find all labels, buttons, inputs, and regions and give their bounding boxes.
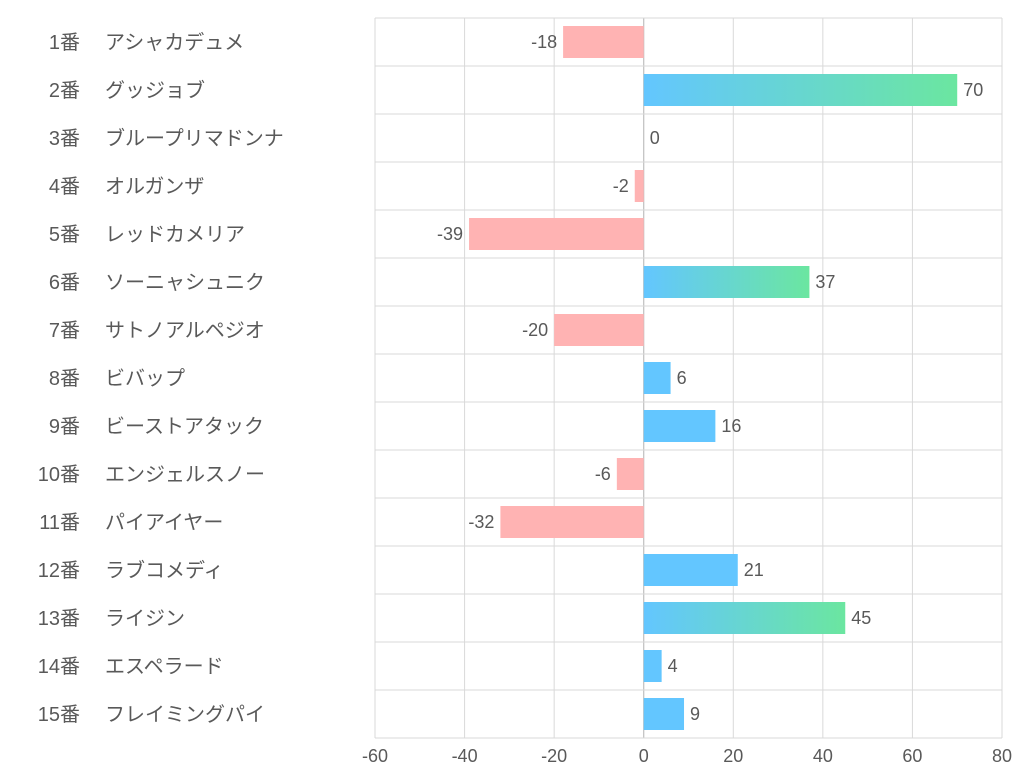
x-axis-tick-label: -60 bbox=[362, 746, 388, 766]
row-number-label: 6番 bbox=[49, 271, 80, 294]
row-name-label: ラブコメディ bbox=[105, 558, 224, 582]
x-axis-tick-label: 40 bbox=[813, 746, 833, 766]
row-number-label: 2番 bbox=[49, 79, 80, 102]
diverging-bar-chart: -60-40-200204060801番アシャカデュメ-182番グッジョブ703… bbox=[0, 0, 1022, 782]
row-number-label: 5番 bbox=[49, 223, 80, 246]
row-name-label: ブループリマドンナ bbox=[105, 126, 284, 150]
x-axis-tick-label: 80 bbox=[992, 746, 1012, 766]
row-name-label: ビーストアタック bbox=[105, 415, 264, 438]
bar-positive bbox=[644, 410, 716, 442]
bar-positive bbox=[644, 650, 662, 682]
x-axis-tick-label: -20 bbox=[541, 746, 567, 766]
bar-negative bbox=[617, 458, 644, 490]
row-name-label: ライジン bbox=[105, 608, 185, 630]
row-name-label: グッジョブ bbox=[105, 78, 205, 102]
row-number-label: 11番 bbox=[39, 511, 80, 534]
bar-positive bbox=[644, 698, 684, 730]
bar-value-label: 70 bbox=[963, 80, 983, 100]
bar-positive bbox=[644, 74, 958, 106]
bar-value-label: 21 bbox=[744, 560, 764, 580]
bar-negative bbox=[469, 218, 644, 250]
bar-value-label: 37 bbox=[815, 272, 835, 292]
bar-value-label: -39 bbox=[437, 224, 463, 244]
bar-value-label: 4 bbox=[668, 656, 678, 676]
bar-positive bbox=[644, 554, 738, 586]
bar-value-label: -18 bbox=[531, 32, 557, 52]
chart-container: -60-40-200204060801番アシャカデュメ-182番グッジョブ703… bbox=[0, 0, 1022, 782]
row-name-label: ソーニャシュニク bbox=[105, 271, 265, 294]
row-name-label: エスペラード bbox=[105, 656, 224, 678]
bar-positive bbox=[644, 362, 671, 394]
x-axis-tick-label: 0 bbox=[639, 746, 649, 766]
row-number-label: 15番 bbox=[38, 703, 80, 726]
row-number-label: 10番 bbox=[38, 463, 80, 486]
bar-value-label: -2 bbox=[613, 176, 629, 196]
bar-negative bbox=[554, 314, 644, 346]
row-number-label: 8番 bbox=[49, 367, 80, 390]
bar-value-label: 16 bbox=[721, 416, 741, 436]
row-number-label: 7番 bbox=[49, 319, 80, 342]
x-axis-tick-label: 60 bbox=[902, 746, 922, 766]
row-name-label: パイアイヤー bbox=[105, 512, 223, 534]
row-number-label: 14番 bbox=[38, 655, 80, 678]
bar-value-label: 45 bbox=[851, 608, 871, 628]
x-axis-tick-label: -40 bbox=[452, 746, 478, 766]
row-number-label: 4番 bbox=[49, 175, 80, 198]
bar-negative bbox=[635, 170, 644, 202]
bar-negative bbox=[500, 506, 643, 538]
bar-value-label: -6 bbox=[595, 464, 611, 484]
row-number-label: 9番 bbox=[49, 415, 80, 438]
bar-value-label: 0 bbox=[650, 128, 660, 148]
row-name-label: サトノアルペジオ bbox=[105, 320, 265, 342]
bar-value-label: 9 bbox=[690, 704, 700, 724]
row-number-label: 1番 bbox=[49, 31, 80, 54]
row-number-label: 13番 bbox=[38, 607, 80, 630]
bar-positive bbox=[644, 602, 846, 634]
row-name-label: エンジェルスノー bbox=[105, 464, 265, 486]
row-name-label: レッドカメリア bbox=[105, 224, 245, 246]
bar-positive bbox=[644, 266, 810, 298]
bar-negative bbox=[563, 26, 644, 58]
row-name-label: アシャカデュメ bbox=[105, 31, 244, 54]
row-name-label: フレイミングパイ bbox=[105, 703, 265, 726]
row-number-label: 12番 bbox=[38, 559, 80, 582]
row-number-label: 3番 bbox=[49, 127, 80, 150]
bar-value-label: 6 bbox=[677, 368, 687, 388]
x-axis-tick-label: 20 bbox=[723, 746, 743, 766]
bar-value-label: -20 bbox=[522, 320, 548, 340]
row-name-label: ビバップ bbox=[105, 367, 185, 390]
row-name-label: オルガンザ bbox=[105, 175, 204, 198]
bar-value-label: -32 bbox=[468, 512, 494, 532]
